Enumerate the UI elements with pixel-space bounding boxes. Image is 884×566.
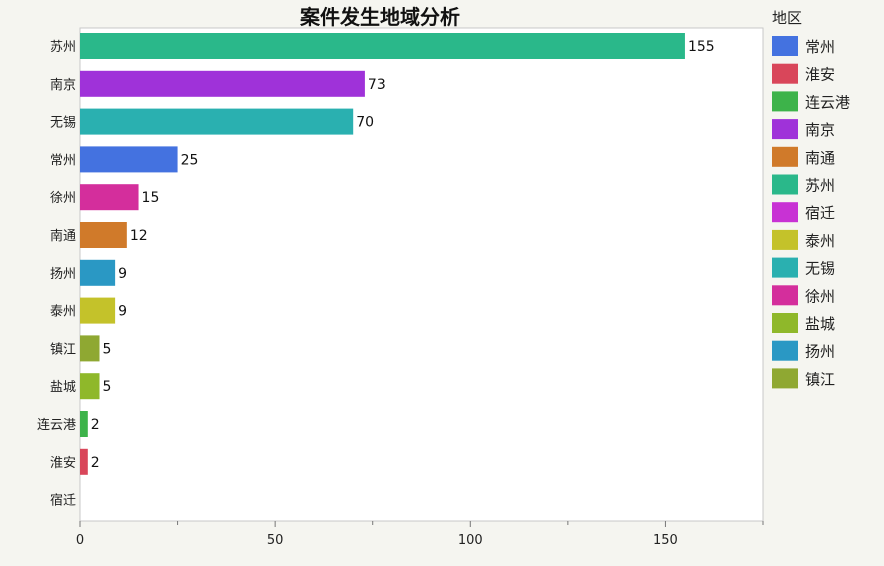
value-label: 12	[130, 228, 148, 244]
category-label: 镇江	[50, 342, 76, 357]
bars-layer: 苏州 155 南京 73 无锡 70 常州 25 徐州 15 南通 12 扬州 9 泰州 9 镇江 5 盐城 5 连云港…	[37, 33, 715, 509]
legend-label: 宿迁	[805, 204, 835, 222]
bar	[80, 259, 116, 286]
x-tick-label: 100	[458, 533, 483, 548]
legend-label: 盐城	[805, 315, 835, 333]
category-label: 徐州	[50, 191, 76, 206]
category-label: 淮安	[50, 456, 76, 471]
legend-swatch	[772, 36, 798, 56]
x-axis: 0 50 100 150	[76, 521, 764, 548]
value-label: 2	[91, 417, 100, 433]
legend-swatch	[772, 202, 798, 223]
bar	[80, 33, 685, 59]
value-label: 155	[688, 39, 715, 55]
bar	[80, 146, 178, 173]
bar	[80, 184, 139, 211]
legend-swatch	[772, 257, 798, 278]
legend-swatch	[772, 146, 798, 167]
category-label: 连云港	[37, 417, 76, 433]
value-label: 70	[356, 115, 374, 131]
category-label: 扬州	[50, 267, 76, 282]
value-label: 5	[103, 379, 112, 395]
category-label: 南京	[50, 77, 76, 93]
x-tick-label: 150	[653, 533, 678, 548]
legend-label: 无锡	[805, 260, 835, 278]
value-label: 9	[118, 266, 127, 282]
value-label: 25	[181, 152, 199, 168]
category-label: 宿迁	[50, 493, 76, 509]
legend-label: 南京	[805, 121, 835, 139]
legend-swatch	[772, 285, 798, 306]
category-label: 无锡	[50, 116, 76, 131]
legend-label: 淮安	[805, 66, 835, 84]
value-label: 15	[142, 190, 160, 206]
legend-swatch	[772, 91, 798, 112]
value-label: 2	[91, 455, 100, 471]
bar	[80, 373, 100, 400]
legend-swatch	[772, 119, 798, 140]
category-label: 盐城	[50, 380, 76, 395]
chart-title: 案件发生地域分析	[299, 5, 460, 29]
bar	[80, 297, 116, 324]
legend-label: 苏州	[805, 177, 835, 195]
bar	[80, 70, 365, 97]
bar	[80, 222, 127, 248]
legend-label: 南通	[805, 149, 835, 167]
bar	[80, 108, 354, 135]
legend-label: 徐州	[805, 287, 835, 305]
value-label: 5	[103, 341, 112, 357]
legend-swatch	[772, 174, 798, 195]
x-tick-label: 50	[267, 533, 284, 548]
legend-label: 扬州	[805, 343, 835, 361]
bar	[80, 335, 100, 362]
category-label: 苏州	[50, 39, 76, 55]
legend-swatch	[772, 368, 798, 389]
legend-label: 连云港	[805, 93, 850, 111]
legend-label: 镇江	[805, 370, 835, 388]
value-label: 73	[368, 77, 386, 93]
legend-swatch	[772, 63, 798, 84]
plot-area	[79, 27, 764, 522]
category-label: 南通	[50, 228, 76, 244]
legend-swatch	[772, 340, 798, 361]
category-label: 泰州	[50, 305, 76, 320]
value-label: 9	[118, 304, 127, 320]
x-tick-label: 0	[76, 533, 84, 548]
category-label: 常州	[50, 153, 76, 168]
legend-swatch	[772, 229, 798, 250]
legend-title: 地区	[772, 9, 802, 27]
bar	[80, 448, 88, 475]
legend-swatch	[772, 313, 798, 333]
bar	[80, 411, 88, 437]
legend-label: 泰州	[805, 232, 835, 250]
legend-label: 常州	[805, 38, 835, 56]
